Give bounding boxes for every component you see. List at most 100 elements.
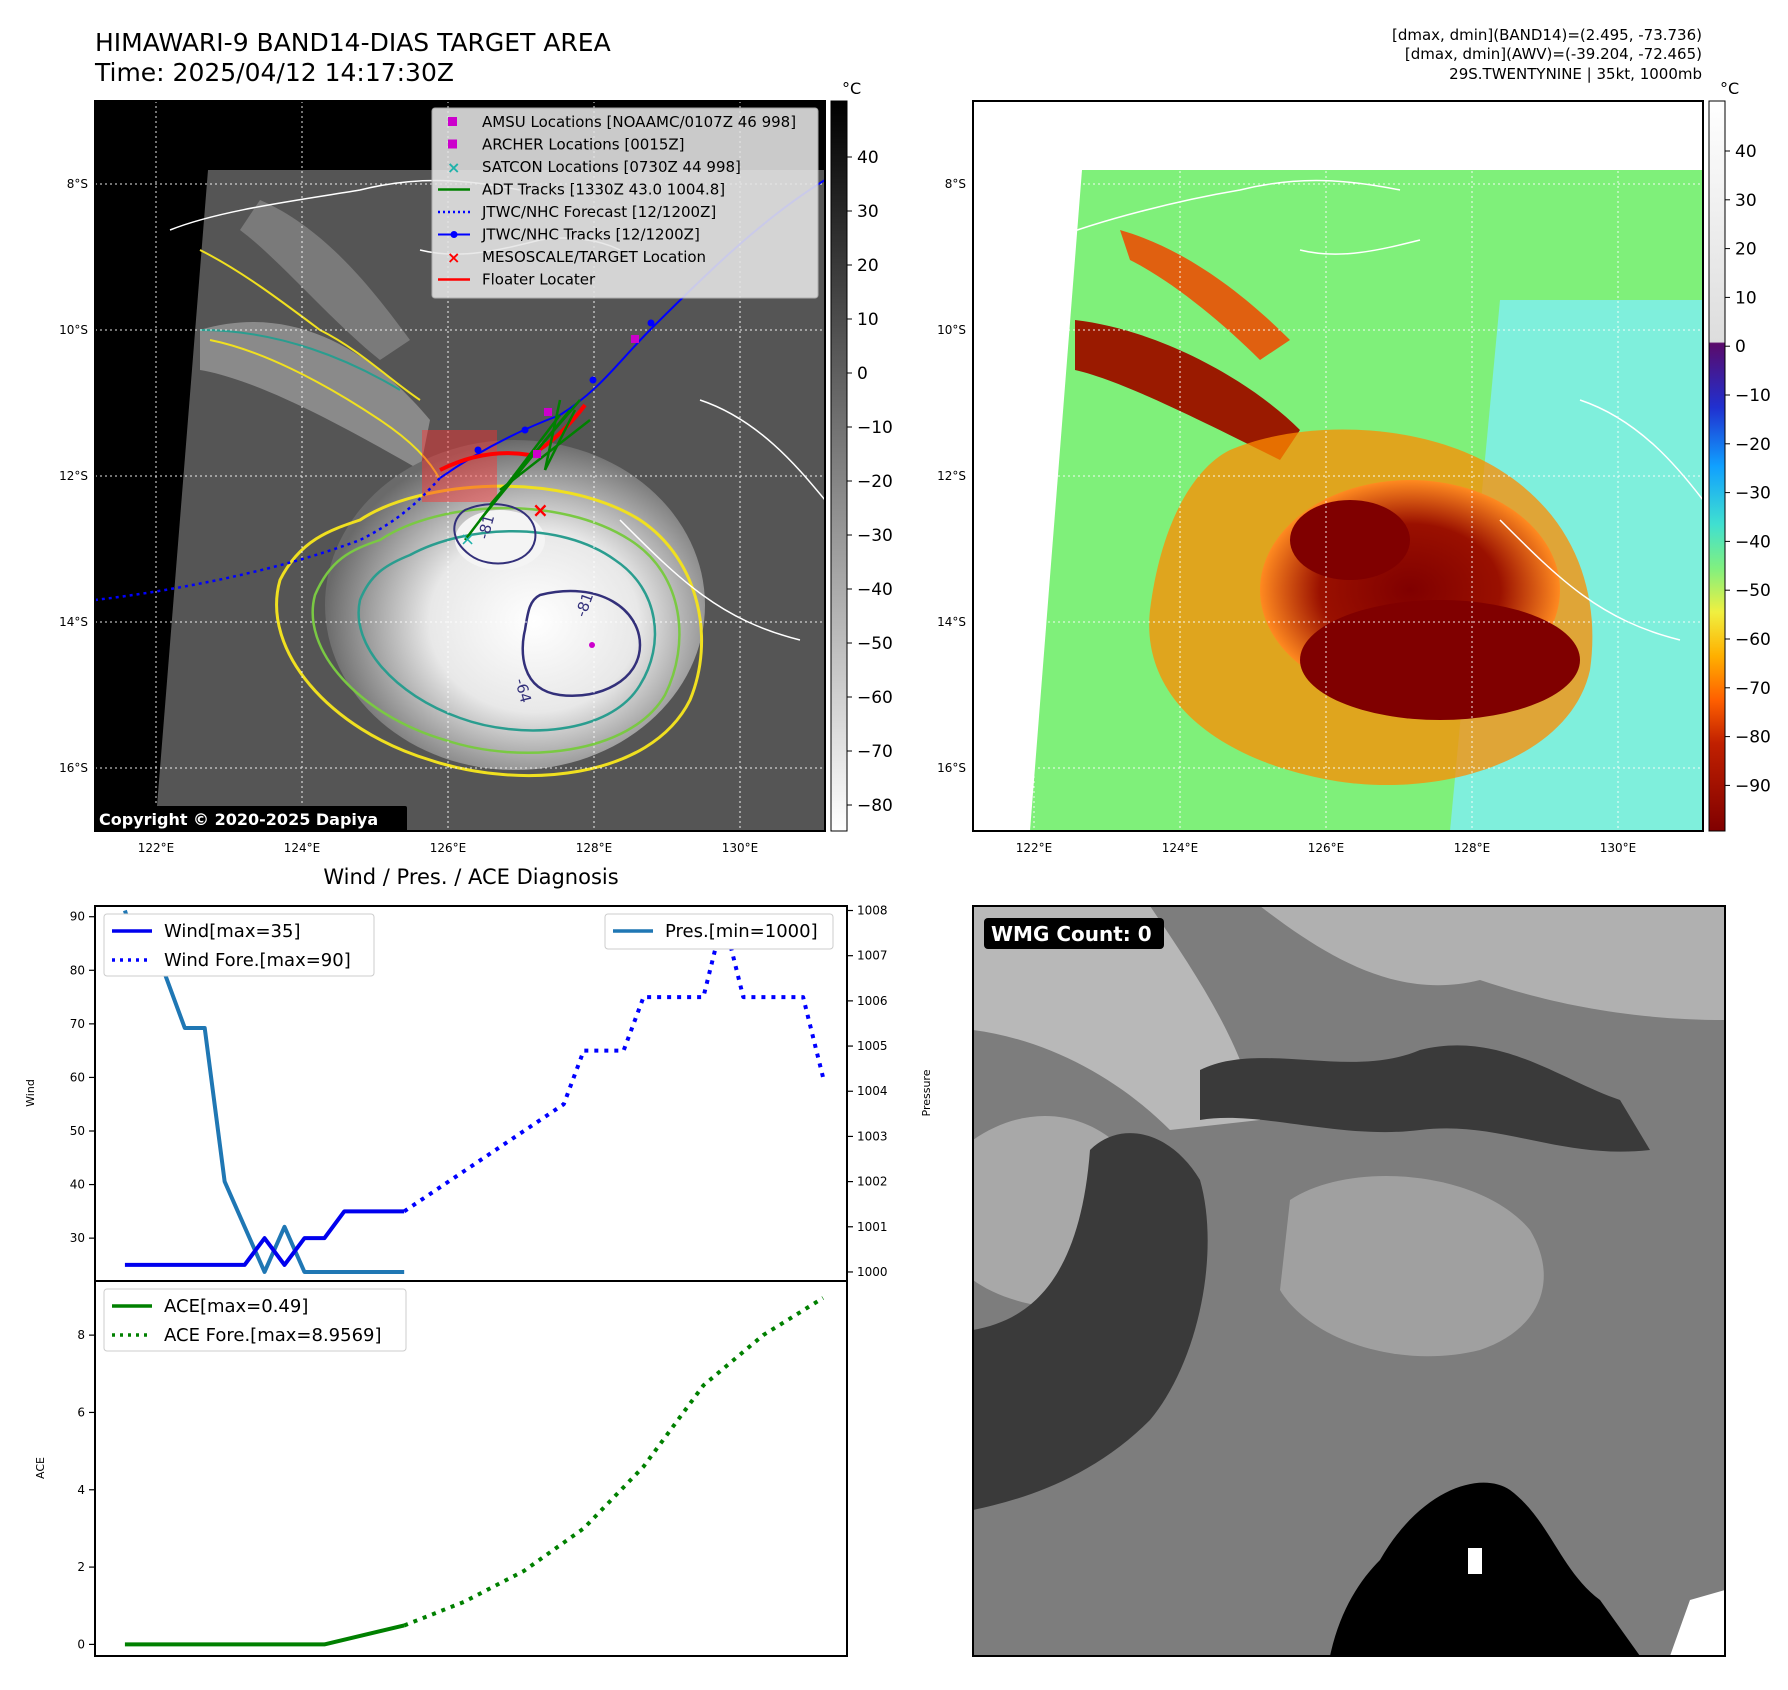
wind-chart-frame <box>94 905 848 1282</box>
colorbar-tick-label: −80 <box>1735 728 1771 748</box>
wmg-eye-pixel <box>1468 1548 1482 1574</box>
archer-marker <box>544 408 552 416</box>
y-tick-label: 90 <box>70 910 85 924</box>
map-legend-label: AMSU Locations [NOAAMC/0107Z 46 998] <box>482 113 796 131</box>
lat-label: 10°S <box>937 323 966 337</box>
ace-chart-marks: 0 2 4 6 8 <box>77 1296 825 1651</box>
colorbar-tick-label: −60 <box>857 688 893 708</box>
y-tick-label: 4 <box>77 1483 85 1497</box>
contour-label: -64 <box>511 676 535 704</box>
colorbar-tick-label: −10 <box>1735 386 1771 406</box>
diagnosis-title: Wind / Pres. / ACE Diagnosis <box>323 865 618 889</box>
colorbar-gray <box>830 100 848 832</box>
colorbar-tick-label: −90 <box>1735 776 1771 796</box>
jtwc-point <box>647 319 655 327</box>
lon-label: 130°E <box>722 841 759 855</box>
lon-label: 126°E <box>1308 841 1345 855</box>
colorbar-tick-label: −70 <box>1735 679 1771 699</box>
wmg-light-region-2 <box>1260 906 1725 1020</box>
awv-storm-core-3 <box>1290 500 1410 580</box>
ace-legend-label: ACE[max=0.49] <box>164 1296 308 1317</box>
ir-cloud-band <box>200 322 430 470</box>
map-legend: AMSU Locations [NOAAMC/0107Z 46 998] ARCH… <box>431 107 819 299</box>
dmax-awv: [dmax, dmin](AWV)=(-39.204, -72.465) <box>1405 45 1702 63</box>
map-legend-label: ARCHER Locations [0015Z] <box>482 136 685 154</box>
contour-yellow-band-2 <box>209 339 441 481</box>
y-tick-label: 1007 <box>857 949 888 963</box>
y-tick-label: 1006 <box>857 994 888 1008</box>
figure-title: HIMAWARI-9 BAND14-DIAS TARGET AREA <box>95 28 611 57</box>
svg-text:×: × <box>447 248 460 267</box>
wind-ylabel: Wind <box>24 1079 37 1107</box>
colorbar-tick-label: 10 <box>857 310 879 330</box>
wind-pressure-chart: 1000 1001 1002 1003 1004 1005 1006 1007 1008 30 40… <box>24 904 933 1282</box>
colorbar-tick-label: −80 <box>857 796 893 816</box>
y-tick-label: 1000 <box>857 1265 888 1279</box>
wmg-dark-band <box>973 1133 1208 1510</box>
y-tick-label: 40 <box>70 1178 85 1192</box>
wmg-frame <box>972 905 1726 1657</box>
colorbar-tick-label: 30 <box>857 202 879 222</box>
contour-teal <box>357 530 657 732</box>
ir-storm-core <box>325 440 705 770</box>
wind-legend <box>103 913 375 977</box>
colorbar-tick-label: −40 <box>1735 532 1771 552</box>
archer-marker <box>533 450 541 458</box>
map-legend-swatch: × <box>447 248 460 267</box>
colorbar-tick-label: −30 <box>857 526 893 546</box>
wmg-panel: WMG Count: 0 <box>972 905 1726 1657</box>
series-line <box>124 1209 405 1267</box>
map-legend-swatch <box>448 117 457 126</box>
map-legend-label: Floater Locater <box>482 271 596 289</box>
y-tick-label: 1001 <box>857 1220 888 1234</box>
figure-time: Time: 2025/04/12 14:17:30Z <box>94 58 454 87</box>
y-tick-label: 80 <box>70 963 85 977</box>
mesoscale-marker: × <box>532 498 549 522</box>
lon-label: 126°E <box>430 841 467 855</box>
y-tick-label: 0 <box>77 1637 85 1651</box>
lat-label: 10°S <box>59 323 88 337</box>
colorbar-jet <box>1708 100 1726 832</box>
pressure-legend-label: Pres.[min=1000] <box>665 921 818 942</box>
satcon-marker: × <box>460 529 475 550</box>
y-tick-label: 1003 <box>857 1129 888 1143</box>
y-tick-label: 8 <box>77 1328 85 1342</box>
contour-teal-band <box>199 329 401 391</box>
colorbar-tick-label: −40 <box>857 580 893 600</box>
lat-label: 12°S <box>937 469 966 483</box>
lat-label: 12°S <box>59 469 88 483</box>
lon-label: 122°E <box>1016 841 1053 855</box>
wind-fore-legend-label: Wind Fore.[max=90] <box>164 950 351 971</box>
map-legend-label: MESOSCALE/TARGET Location <box>482 248 706 266</box>
wmg-count: WMG Count: 0 <box>991 922 1152 946</box>
colorbar-tick-label: 20 <box>857 256 879 276</box>
wmg-cold-region <box>1330 1482 1640 1656</box>
colorbar-tick-label: −10 <box>857 418 893 438</box>
map-legend-box <box>431 107 819 299</box>
wmg-white-corner <box>1670 1590 1725 1656</box>
contour-label: -81 <box>474 513 498 541</box>
colorbar-tick-label: −20 <box>1735 435 1771 455</box>
lon-label: 130°E <box>1600 841 1637 855</box>
colorbar-jet-unit: °C <box>1720 79 1739 98</box>
colorbar-jet-ticks: 40 30 20 10 0 −10 −20 −30 −40 −50 −60 −70 −80 −90 <box>1725 142 1771 796</box>
awv-band <box>1075 320 1300 460</box>
colorbar-tick-label: 0 <box>857 364 868 384</box>
lon-label: 122°E <box>138 841 175 855</box>
amsu-marker <box>631 335 639 343</box>
map-legend-swatch: × <box>447 158 460 177</box>
series-line <box>124 1623 405 1647</box>
jtwc-point <box>521 426 529 434</box>
copyright: Copyright © 2020-2025 Dapiya <box>99 810 378 829</box>
map-legend-swatch <box>448 139 457 149</box>
lat-label: 16°S <box>937 761 966 775</box>
ir-map-panel: × × -81 -81 -64 AMSU Locations [NOAAMC/0… <box>59 79 893 855</box>
colorbar-tick-label: 40 <box>857 148 879 168</box>
contour-green <box>311 506 681 754</box>
y-tick-label: 6 <box>77 1405 85 1419</box>
ir-cloud-band-2 <box>240 200 410 360</box>
y-tick-label: 50 <box>70 1124 85 1138</box>
contour-indigo <box>521 589 642 698</box>
ace-ylabel: ACE <box>34 1457 47 1479</box>
